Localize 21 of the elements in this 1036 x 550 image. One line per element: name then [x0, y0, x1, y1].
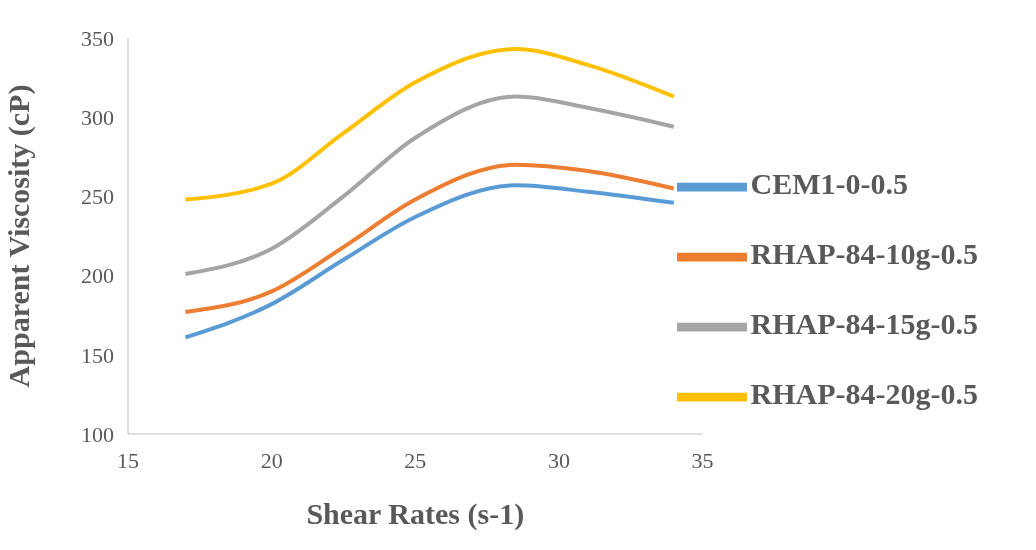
y-tick-label: 300 [81, 105, 114, 131]
x-tick-label: 20 [260, 447, 283, 473]
line-series [183, 162, 676, 315]
x-tick-label: 15 [117, 447, 139, 473]
y-tick-label: 100 [81, 421, 114, 447]
legend-label: RHAP-84-20g-0.5 [750, 376, 978, 410]
y-tick-label: 200 [81, 263, 114, 289]
y-axis-title: Apparent Viscosity (cP) [1, 84, 36, 388]
legend-label: RHAP-84-15g-0.5 [750, 306, 978, 340]
y-tick-label: 250 [81, 184, 114, 210]
line-series [183, 183, 676, 340]
x-tick-label: 25 [404, 447, 427, 473]
legend-label: RHAP-84-10g-0.5 [750, 236, 978, 270]
legend-label: CEM1-0-0.5 [750, 166, 909, 200]
line-series [183, 94, 676, 277]
x-tick-label: 30 [547, 447, 570, 473]
x-axis-title: Shear Rates (s-1) [306, 497, 525, 531]
x-tick-label: 35 [691, 447, 714, 473]
y-tick-label: 150 [81, 342, 114, 368]
line-series [183, 47, 676, 202]
y-tick-label: 350 [81, 25, 114, 51]
